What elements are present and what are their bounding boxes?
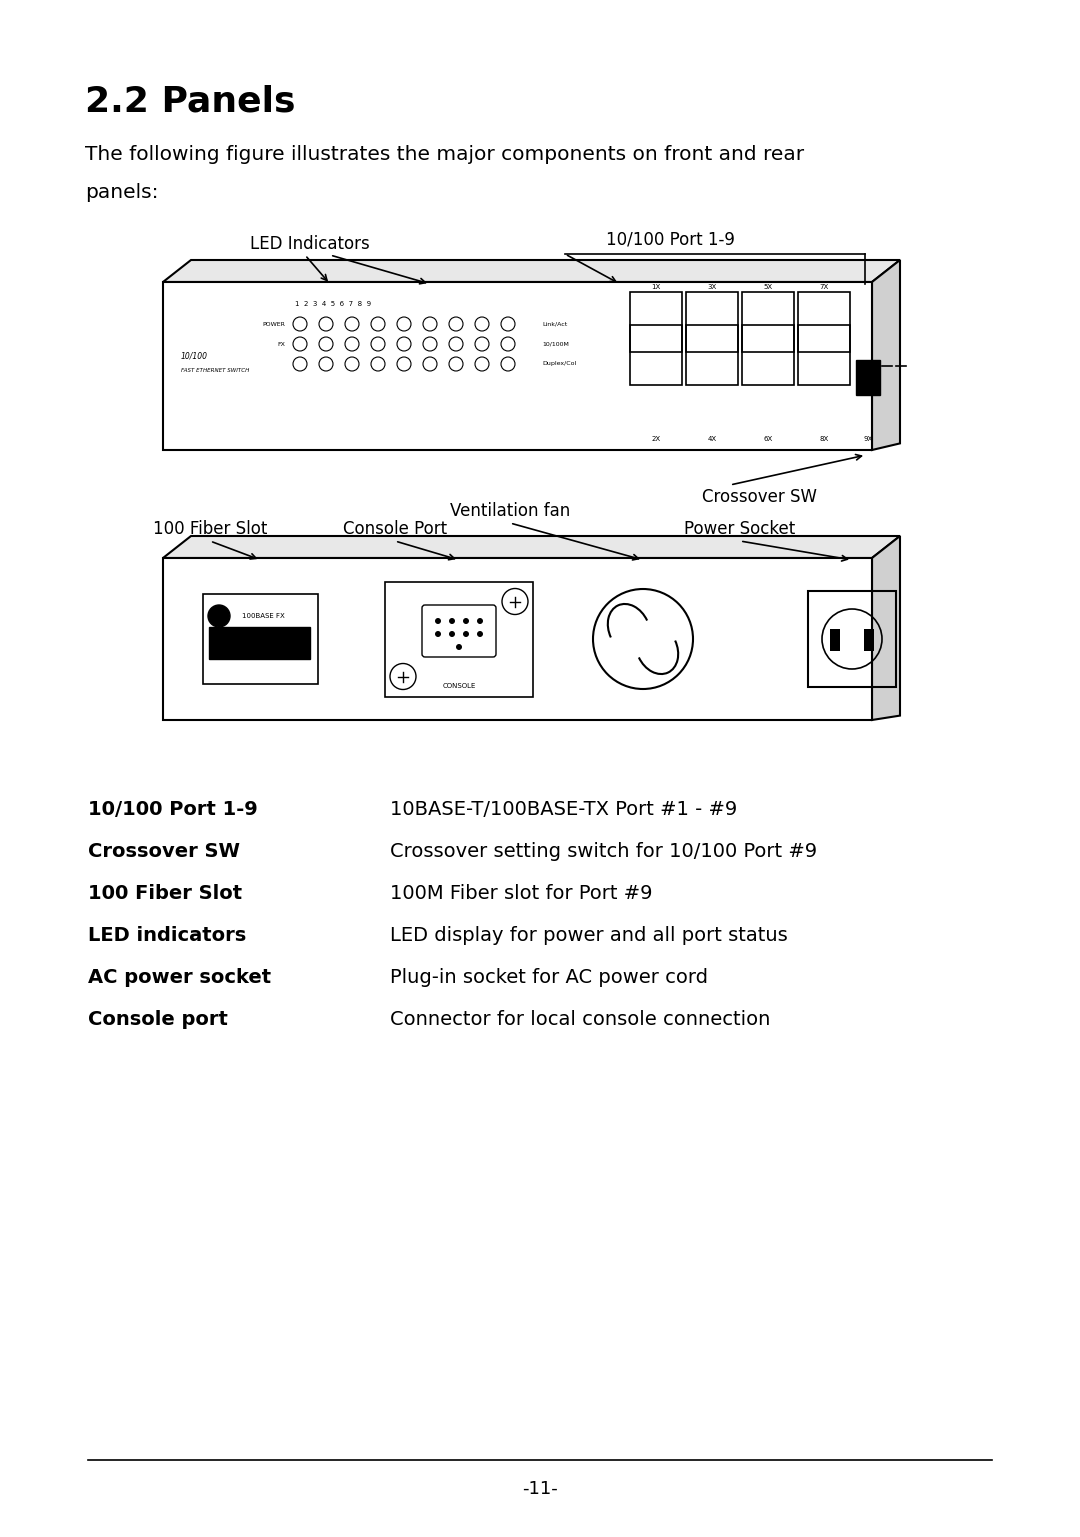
Circle shape [477, 618, 483, 624]
Text: 7X: 7X [820, 284, 828, 290]
Bar [742, 324, 794, 384]
Text: Crossover SW: Crossover SW [702, 489, 818, 506]
Text: The following figure illustrates the major components on front and rear: The following figure illustrates the maj… [85, 144, 805, 164]
Polygon shape [163, 558, 872, 719]
Bar [798, 292, 850, 352]
Polygon shape [163, 260, 900, 281]
Bar [856, 360, 880, 395]
Text: 2X: 2X [651, 437, 661, 443]
Bar [210, 627, 310, 659]
Text: 8X: 8X [820, 437, 828, 443]
Bar [831, 629, 840, 652]
Text: FX: FX [278, 341, 285, 346]
Text: Link/Act: Link/Act [542, 321, 567, 326]
Text: 10/100 Port 1-9: 10/100 Port 1-9 [87, 799, 258, 819]
Text: 100M Fiber slot for Port #9: 100M Fiber slot for Port #9 [390, 884, 652, 904]
Text: 100 Fiber Slot: 100 Fiber Slot [152, 520, 267, 538]
Circle shape [435, 632, 441, 636]
Circle shape [463, 632, 469, 636]
Bar [864, 629, 874, 652]
Text: POWER: POWER [262, 321, 285, 326]
Text: Power Socket: Power Socket [685, 520, 796, 538]
Bar [630, 292, 681, 352]
Text: 10/100M: 10/100M [542, 341, 569, 346]
Text: 2.2 Panels: 2.2 Panels [85, 85, 296, 118]
Text: 10/100 Port 1-9: 10/100 Port 1-9 [606, 231, 734, 247]
Bar [742, 292, 794, 352]
Circle shape [208, 606, 230, 627]
Text: 100 Fiber Slot: 100 Fiber Slot [87, 884, 242, 904]
Circle shape [456, 644, 462, 650]
Text: LED Indicators: LED Indicators [251, 235, 369, 254]
Circle shape [463, 618, 469, 624]
Text: 4X: 4X [707, 437, 716, 443]
Text: 3X: 3X [707, 284, 717, 290]
Text: -11-: -11- [522, 1480, 558, 1499]
Text: AC power socket: AC power socket [87, 968, 271, 987]
Text: Ventilation fan: Ventilation fan [450, 503, 570, 520]
Text: Plug-in socket for AC power cord: Plug-in socket for AC power cord [390, 968, 708, 987]
Bar [630, 324, 681, 384]
Bar [686, 324, 738, 384]
Text: panels:: panels: [85, 183, 159, 201]
Text: Console Port: Console Port [343, 520, 447, 538]
Text: 5X: 5X [764, 284, 772, 290]
Circle shape [477, 632, 483, 636]
Text: LED display for power and all port status: LED display for power and all port statu… [390, 925, 787, 945]
Text: 100BASE FX: 100BASE FX [242, 613, 284, 619]
Polygon shape [163, 536, 900, 558]
Text: 10/100: 10/100 [181, 352, 208, 361]
Bar [203, 593, 318, 684]
Polygon shape [163, 281, 872, 450]
Circle shape [435, 618, 441, 624]
Text: 9X: 9X [864, 437, 874, 443]
Text: LED indicators: LED indicators [87, 925, 246, 945]
Text: 1  2  3  4  5  6  7  8  9: 1 2 3 4 5 6 7 8 9 [295, 301, 372, 307]
Text: CONSOLE: CONSOLE [443, 682, 475, 689]
Circle shape [449, 632, 455, 636]
Bar [384, 581, 534, 696]
Text: Crossover setting switch for 10/100 Port #9: Crossover setting switch for 10/100 Port… [390, 842, 818, 861]
Text: 10BASE-T/100BASE-TX Port #1 - #9: 10BASE-T/100BASE-TX Port #1 - #9 [390, 799, 738, 819]
Text: FAST ETHERNET SWITCH: FAST ETHERNET SWITCH [181, 369, 249, 373]
Bar [808, 592, 896, 687]
Bar [686, 292, 738, 352]
Text: Crossover SW: Crossover SW [87, 842, 240, 861]
Polygon shape [872, 536, 900, 719]
Text: Console port: Console port [87, 1010, 228, 1028]
Text: 1X: 1X [651, 284, 661, 290]
Text: 6X: 6X [764, 437, 772, 443]
Text: Duplex/Col: Duplex/Col [542, 361, 577, 366]
Circle shape [449, 618, 455, 624]
Bar [798, 324, 850, 384]
Polygon shape [872, 260, 900, 450]
Text: Connector for local console connection: Connector for local console connection [390, 1010, 770, 1028]
